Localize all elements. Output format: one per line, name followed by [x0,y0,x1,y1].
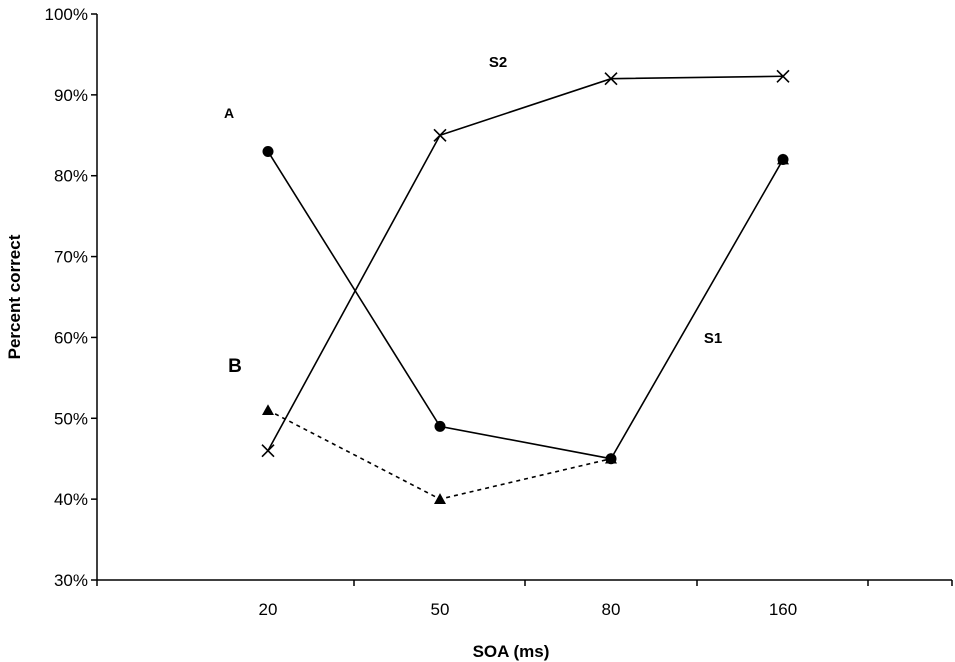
y-tick-label: 40% [54,490,88,509]
x-tick-label: 160 [769,600,797,619]
annotation-s2: S2 [489,54,507,71]
data-point-circle-marker [262,145,274,157]
y-tick-label: 70% [54,248,88,267]
annotation-s1: S1 [704,330,722,347]
y-tick-label: 50% [54,409,88,428]
data-point-triangle-marker [605,452,617,464]
y-tick-label: 90% [54,86,88,105]
x-axis-title: SOA (ms) [473,642,550,661]
x-tick-label: 50 [431,600,450,619]
data-point-x-marker [261,444,275,458]
data-point-circle-marker [434,420,446,432]
series-line-0 [267,75,784,452]
data-point-x-marker [776,69,790,83]
annotation-a: A [224,105,234,121]
data-point-triangle-marker [777,153,789,165]
y-tick-label: 30% [54,571,88,590]
x-tick-label: 80 [602,600,621,619]
x-tick-label: 20 [259,600,278,619]
y-tick-label: 60% [54,328,88,347]
series-layer [261,69,790,504]
series-line-1 [267,151,784,460]
data-point-triangle-marker [262,404,274,415]
data-point-triangle-marker [434,493,446,504]
axes: 30% 40% 50% 60% 70% 80% 90% 100% 20 50 80 160 [45,5,953,619]
y-tick-label: 100% [45,5,88,24]
data-point-x-marker [604,72,618,86]
y-axis-title: Percent correct [5,234,24,359]
data-point-x-marker [433,128,447,142]
y-tick-label: 80% [54,167,88,186]
annotation-b: B [228,356,242,377]
